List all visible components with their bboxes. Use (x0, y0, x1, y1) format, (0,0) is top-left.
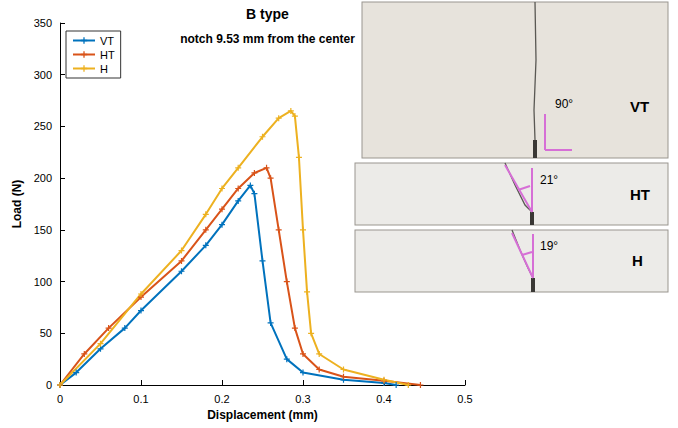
svg-text:100: 100 (34, 276, 52, 288)
svg-text:200: 200 (34, 172, 52, 184)
svg-text:0.3: 0.3 (295, 393, 310, 405)
svg-text:19°: 19° (540, 239, 558, 253)
svg-text:250: 250 (34, 120, 52, 132)
svg-text:H: H (632, 252, 643, 269)
svg-text:0.5: 0.5 (457, 393, 472, 405)
svg-text:0.4: 0.4 (376, 393, 391, 405)
svg-text:300: 300 (34, 69, 52, 81)
svg-text:350: 350 (34, 17, 52, 29)
svg-text:150: 150 (34, 224, 52, 236)
svg-text:0.2: 0.2 (214, 393, 229, 405)
svg-text:0: 0 (57, 393, 63, 405)
svg-text:21°: 21° (540, 173, 558, 187)
svg-text:B type: B type (246, 6, 289, 22)
svg-text:VT: VT (100, 35, 114, 47)
svg-text:50: 50 (40, 327, 52, 339)
svg-text:90°: 90° (555, 97, 573, 111)
svg-text:0.1: 0.1 (133, 393, 148, 405)
svg-text:Load (N): Load (N) (10, 180, 24, 229)
svg-text:0: 0 (46, 379, 52, 391)
svg-text:H: H (100, 63, 108, 75)
svg-text:VT: VT (630, 98, 649, 115)
svg-text:HT: HT (100, 49, 115, 61)
svg-text:Displacement (mm): Displacement (mm) (207, 408, 318, 422)
svg-text:notch 9.53 mm from the center: notch 9.53 mm from the center (180, 32, 355, 46)
svg-text:HT: HT (630, 186, 650, 203)
